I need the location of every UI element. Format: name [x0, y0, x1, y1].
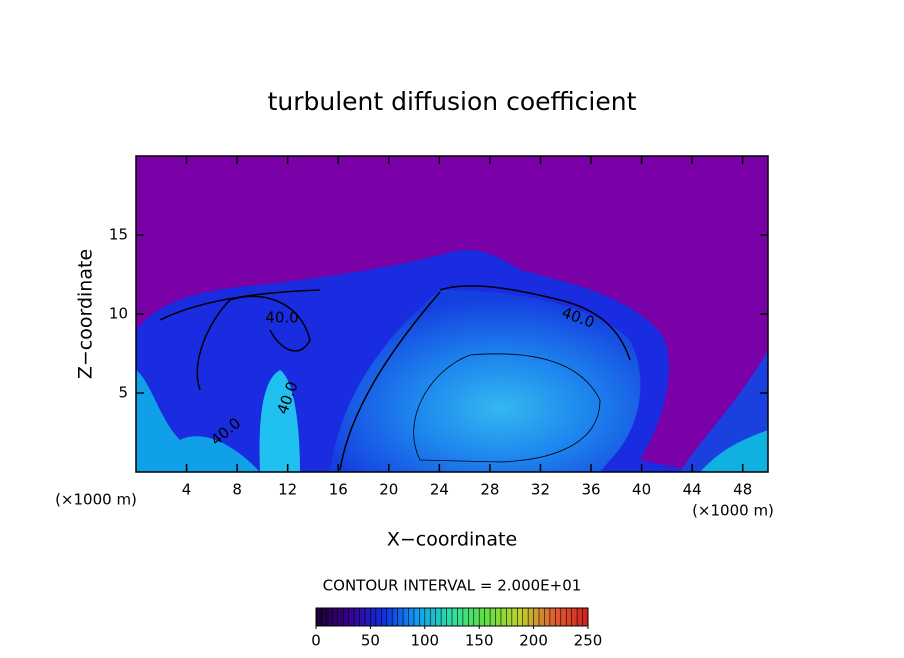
colorbar-tick-label: 200 — [519, 632, 548, 650]
x-tick-label: 32 — [531, 481, 550, 499]
x-tick-label: 12 — [278, 481, 297, 499]
contour-label: 40.0 — [265, 309, 298, 327]
x-tick-label: 24 — [430, 481, 449, 499]
contour-line — [439, 285, 631, 361]
x-unit-label: (×1000 m) — [692, 502, 774, 520]
x-tick-label: 44 — [683, 481, 702, 499]
colorbar-tick-label: 150 — [465, 632, 494, 650]
y-unit-label: (×1000 m) — [55, 491, 137, 509]
x-tick-label: 48 — [733, 481, 752, 499]
x-tick-label: 40 — [632, 481, 651, 499]
x-tick-label: 8 — [232, 481, 242, 499]
field-region — [700, 430, 768, 472]
chart-title: turbulent diffusion coefficient — [268, 87, 637, 116]
y-tick-label: 10 — [109, 305, 128, 323]
field-region — [259, 370, 300, 472]
contour-line — [196, 295, 311, 391]
x-tick-label: 4 — [182, 481, 192, 499]
contour-line — [413, 353, 601, 463]
x-tick-label: 20 — [379, 481, 398, 499]
colorbar-tick-label: 100 — [410, 632, 439, 650]
contour-line — [159, 289, 441, 471]
field-region — [136, 370, 260, 472]
x-axis-title: X−coordinate — [387, 529, 517, 551]
y-tick-label: 5 — [118, 384, 128, 402]
field-region — [330, 290, 641, 472]
colorbar-title: CONTOUR INTERVAL = 2.000E+01 — [323, 577, 582, 595]
x-tick-label: 28 — [480, 481, 499, 499]
field — [136, 156, 768, 472]
colorbar-tick-label: 50 — [361, 632, 380, 650]
colorbar-tick-label: 250 — [574, 632, 603, 650]
y-axis-title: Z−coordinate — [75, 249, 97, 379]
x-tick-label: 36 — [581, 481, 600, 499]
x-tick-label: 16 — [329, 481, 348, 499]
y-tick-label: 15 — [109, 226, 128, 244]
colorbar-tick-label: 0 — [311, 632, 321, 650]
